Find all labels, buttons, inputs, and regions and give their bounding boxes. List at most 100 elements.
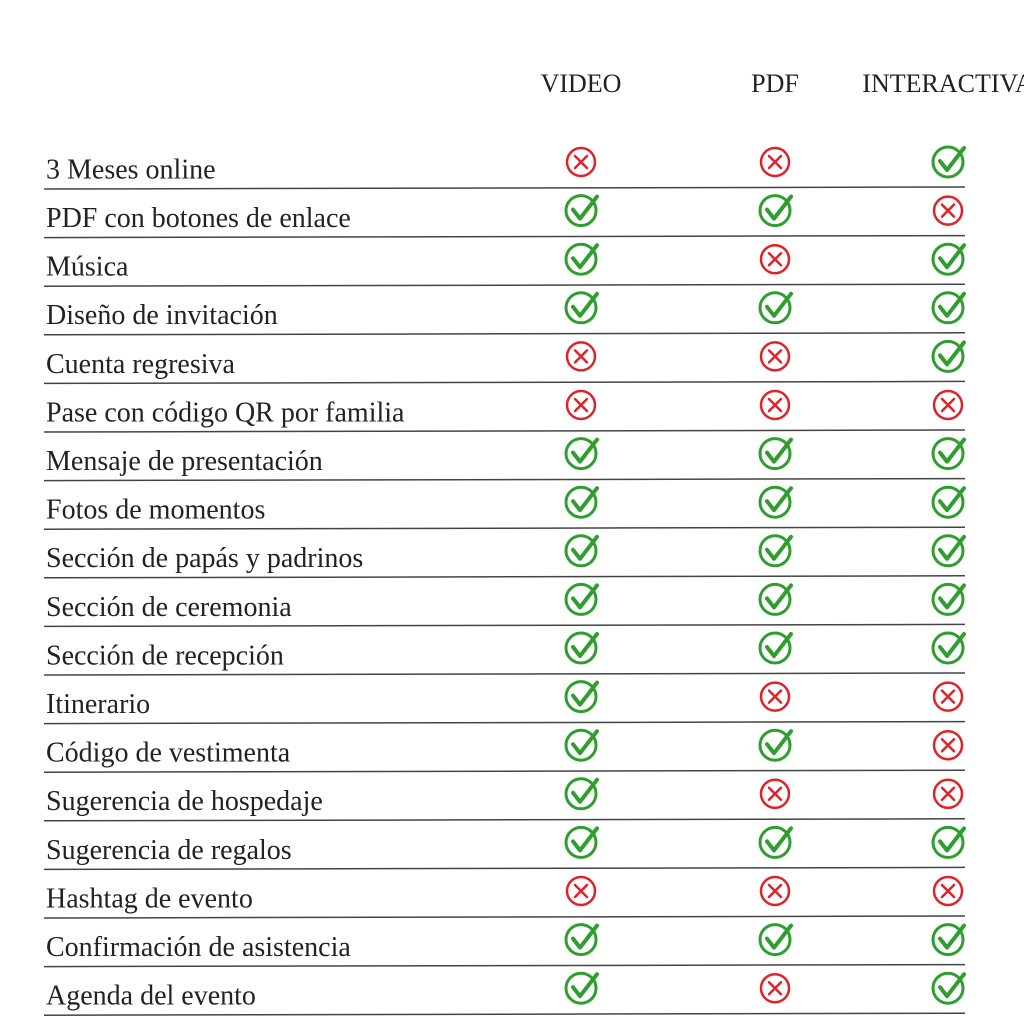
icon-check [938,340,966,367]
check-icon [758,582,793,616]
icon-check [571,972,599,999]
icon-circle [931,242,965,276]
icon-circle [758,194,792,228]
icon-circle [931,923,965,957]
icon-check [938,437,966,464]
cross-icon [759,243,791,275]
icon-cross [940,689,956,704]
check-icon [564,194,599,228]
cross-icon [759,389,791,421]
icon-circle [759,972,791,1004]
icon-circle [565,875,597,907]
icon-check [938,243,966,270]
cross-icon [759,778,791,810]
row-divider [43,1012,966,1016]
icon-check [938,632,966,658]
icon-cross [767,883,783,899]
cross-icon [565,875,597,907]
icon-check [765,729,793,756]
icon-cross [940,737,956,753]
icon-check [571,486,599,513]
check-icon [931,825,966,859]
icon-circle [564,582,598,616]
icon-circle [759,681,791,712]
check-icon [564,825,599,859]
row-label: Sugerencia de regalos [46,835,292,866]
cross-icon [932,195,964,226]
row-divider [43,672,966,676]
icon-circle [931,825,965,859]
row-label: Itinerario [46,689,150,720]
row-label: Sección de recepción [46,640,284,671]
icon-circle [759,875,791,907]
icon-cross [767,786,783,802]
row-divider [43,915,966,919]
icon-check [571,243,599,270]
icon-check [765,923,793,950]
icon-circle [759,389,791,421]
icon-circle [564,242,598,276]
icon-check [571,923,599,950]
icon-circle [564,485,598,519]
column-header: INTERACTIVA [862,69,1024,98]
check-icon [758,728,793,762]
check-icon [564,923,599,957]
row-label: Agenda del evento [46,981,256,1012]
icon-circle [758,923,792,957]
check-icon [758,437,793,471]
check-icon [931,971,966,1005]
icon-cross [573,154,589,170]
icon-circle [758,437,792,471]
check-icon [564,485,599,519]
row-divider [43,477,966,482]
icon-circle [931,631,965,665]
row-label: 3 Meses online [46,154,216,185]
check-icon [931,534,966,568]
icon-check [765,826,793,853]
icon-circle [759,146,791,178]
row-divider [43,818,966,822]
check-icon [564,728,599,762]
row-label: Cuenta regresiva [46,349,235,380]
cross-icon [759,681,791,712]
cross-icon [565,146,597,178]
icon-cross [767,349,783,364]
icon-circle [931,582,965,616]
check-icon [758,194,793,228]
icon-circle [758,582,792,616]
icon-check [571,194,599,221]
row-label: Sugerencia de hospedaje [46,786,323,817]
check-icon [564,631,599,665]
icon-check [571,437,599,464]
column-header: VIDEO [541,69,622,98]
row-divider [43,234,966,239]
check-icon [758,825,793,859]
check-icon [564,971,599,1005]
icon-circle [758,825,792,859]
row-divider [43,283,966,287]
row-label: Confirmación de asistencia [46,932,351,963]
icon-check [938,534,966,561]
icon-circle [932,875,964,907]
icon-check [938,972,966,999]
check-icon [564,534,599,568]
row-label: Música [46,252,129,283]
icon-circle [564,680,598,714]
row-label: Sección de ceremonia [46,592,292,623]
check-icon [564,777,599,811]
check-icon [758,631,793,665]
icon-circle [565,146,597,178]
icon-circle [758,534,792,568]
cross-icon [759,341,791,372]
check-icon [931,582,966,616]
check-icon [931,339,966,373]
icon-circle [564,728,598,762]
icon-circle [932,195,964,226]
icon-check [571,583,599,610]
icon-cross [767,689,783,704]
icon-cross [767,251,783,267]
icon-circle [932,389,964,421]
icon-circle [564,971,598,1005]
cross-icon [565,341,597,372]
